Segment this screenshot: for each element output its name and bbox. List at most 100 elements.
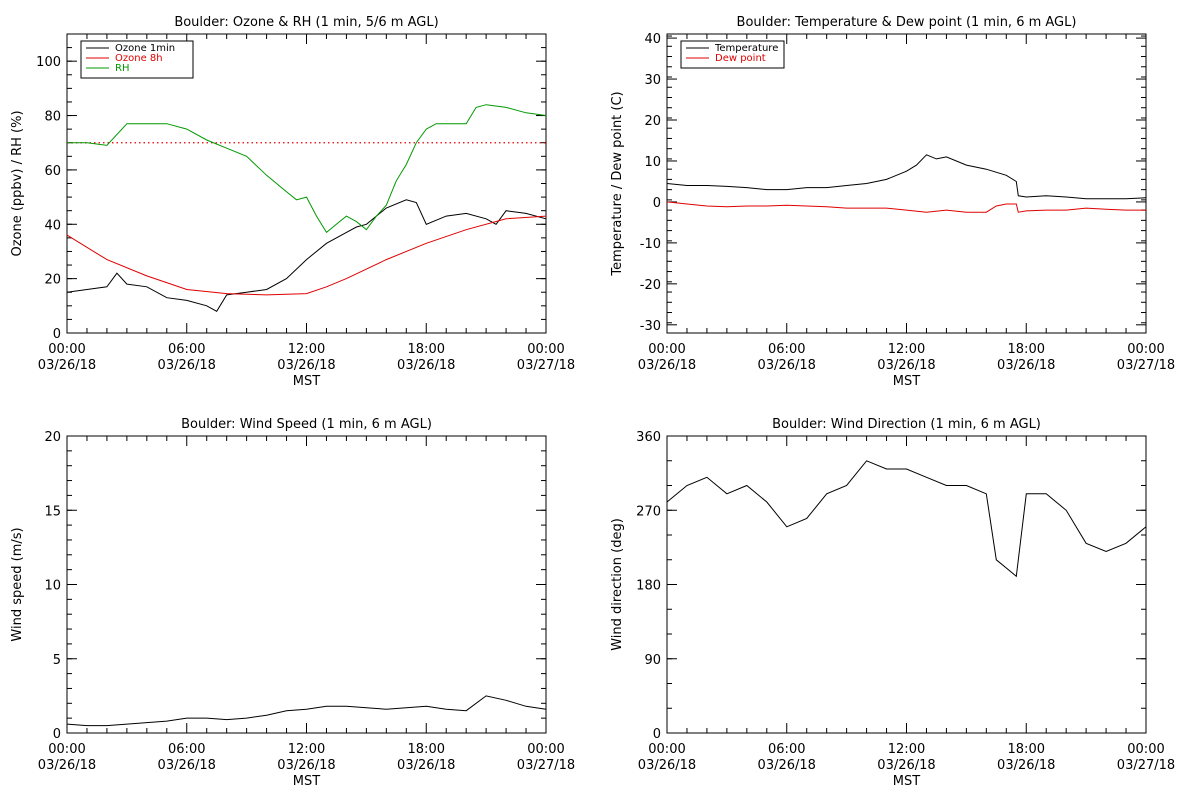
x-tick-date-label: 03/26/18 [158,358,216,373]
y-tick-label: 0 [53,327,61,342]
chart-title: Boulder: Wind Speed (1 min, 6 m AGL) [181,417,432,432]
x-tick-label: 00:00 [648,342,685,357]
x-tick-date-label: 03/26/18 [877,758,935,773]
x-tick-label: 12:00 [288,742,325,757]
y-tick-label: -20 [640,278,661,293]
panel-temp_dew: Boulder: Temperature & Dew point (1 min,… [610,15,1175,389]
panel-wind_direction: Boulder: Wind Direction (1 min, 6 m AGL)… [610,417,1175,789]
x-tick-label: 00:00 [527,342,564,357]
x-tick-label: 12:00 [888,742,925,757]
legend-box [80,40,194,79]
y-tick-label: 0 [53,727,61,742]
x-tick-label: 00:00 [48,342,85,357]
plot-frame [66,435,547,734]
y-tick-label: 60 [44,164,61,179]
x-tick-date-label: 03/26/18 [638,758,696,773]
x-tick-date-label: 03/26/18 [38,758,96,773]
x-tick-label: 12:00 [888,342,925,357]
legend-label: Dew point [715,53,766,64]
y-tick-label: 5 [53,653,61,668]
x-tick-date-label: 03/26/18 [758,358,816,373]
y-tick-label: 360 [636,430,661,445]
y-tick-label: 40 [44,218,61,233]
y-axis-label: Ozone (ppbv) / RH (%) [10,110,25,256]
y-tick-label: 80 [44,110,61,125]
series-line-temperature [666,154,1147,200]
x-tick-label: 00:00 [1127,342,1164,357]
y-tick-label: 270 [636,504,661,519]
x-tick-label: 00:00 [48,742,85,757]
chart-title: Boulder: Temperature & Dew point (1 min,… [737,15,1077,30]
series-line-ozone-8h [66,215,547,296]
x-tick-date-label: 03/26/18 [997,758,1055,773]
y-tick-label: 30 [644,73,661,88]
legend-label: RH [115,63,129,74]
x-axis-label: MST [293,774,320,789]
x-tick-date-label: 03/26/18 [638,358,696,373]
x-tick-date-label: 03/26/18 [758,758,816,773]
y-tick-label: 20 [644,114,661,129]
x-tick-date-label: 03/27/18 [517,358,575,373]
x-tick-label: 06:00 [768,742,805,757]
chart-title: Boulder: Ozone & RH (1 min, 5/6 m AGL) [174,15,438,30]
legend-box [680,40,785,69]
y-tick-label: -10 [640,237,661,252]
x-tick-label: 18:00 [1008,742,1045,757]
plot-frame [666,435,1147,734]
x-tick-date-label: 03/27/18 [1117,758,1175,773]
panel-ozone_rh: Boulder: Ozone & RH (1 min, 5/6 m AGL) Oz… [10,15,575,389]
y-tick-label: 100 [36,55,61,70]
x-tick-date-label: 03/26/18 [997,358,1055,373]
y-tick-label: 40 [644,32,661,47]
chart-title: Boulder: Wind Direction (1 min, 6 m AGL) [772,417,1041,432]
x-tick-date-label: 03/27/18 [1117,358,1175,373]
y-tick-label: 180 [636,579,661,594]
y-tick-label: -30 [640,319,661,334]
y-tick-label: 90 [644,653,661,668]
legend-label: Ozone 8h [115,53,163,64]
series-line-main [666,460,1147,578]
y-tick-label: 15 [44,504,61,519]
x-tick-label: 12:00 [288,342,325,357]
x-tick-label: 18:00 [408,742,445,757]
x-tick-label: 00:00 [648,742,685,757]
x-tick-date-label: 03/27/18 [517,758,575,773]
x-tick-date-label: 03/26/18 [877,358,935,373]
series-line-main [66,695,547,727]
legend-label: Ozone 1min [115,43,175,54]
series-line-rh [67,104,547,234]
y-tick-label: 20 [44,273,61,288]
x-axis-label: MST [893,374,920,389]
panel-wind_speed: Boulder: Wind Speed (1 min, 6 m AGL) Wind… [10,417,575,789]
y-axis-label: Temperature / Dew point (C) [610,91,625,276]
x-tick-date-label: 03/26/18 [277,758,335,773]
x-tick-date-label: 03/26/18 [397,358,455,373]
y-tick-label: 0 [653,727,661,742]
x-tick-date-label: 03/26/18 [397,758,455,773]
legend-label: Temperature [714,43,778,54]
y-tick-label: 10 [44,579,61,594]
series-line-ozone-1min [66,199,547,312]
x-tick-date-label: 03/26/18 [38,358,96,373]
x-tick-label: 18:00 [408,342,445,357]
series-line-dew-point [666,201,1146,213]
x-tick-label: 18:00 [1008,342,1045,357]
x-tick-label: 00:00 [1127,742,1164,757]
x-tick-label: 06:00 [168,742,205,757]
x-axis-label: MST [893,774,920,789]
plot-frame [66,33,547,334]
y-tick-label: 10 [644,155,661,170]
x-tick-date-label: 03/26/18 [158,758,216,773]
y-axis-label: Wind speed (m/s) [10,527,25,641]
y-tick-label: 20 [44,430,61,445]
plot-frame [666,33,1147,334]
y-axis-label: Wind direction (deg) [610,518,625,651]
x-tick-label: 00:00 [527,742,564,757]
y-tick-label: 0 [653,196,661,211]
x-tick-date-label: 03/26/18 [277,358,335,373]
x-tick-label: 06:00 [168,342,205,357]
x-axis-label: MST [293,374,320,389]
